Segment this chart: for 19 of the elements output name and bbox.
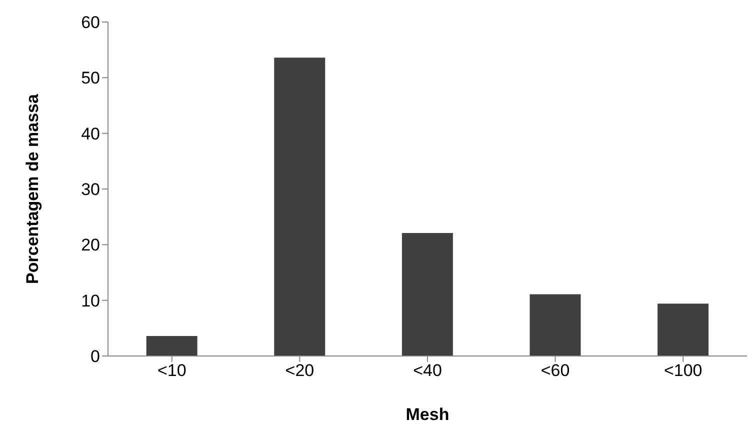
bar [274, 58, 326, 356]
y-tick-label: 60 [81, 13, 100, 32]
x-tick-label: <100 [664, 361, 702, 380]
bar [402, 232, 453, 356]
y-axis-title: Porcentagem de massa [23, 93, 42, 284]
bar [530, 294, 581, 356]
y-tick-label: 0 [90, 347, 100, 366]
x-axis-title: Mesh [406, 405, 450, 424]
x-tick-label: <20 [285, 361, 314, 380]
y-tick-label: 50 [81, 68, 100, 88]
bar [658, 304, 709, 356]
bar [146, 336, 198, 356]
y-tick-label: 20 [81, 236, 100, 255]
y-tick-label: 10 [81, 291, 100, 310]
x-tick-label: <10 [157, 361, 186, 380]
x-tick-label: <60 [540, 361, 570, 380]
y-tick-label: 40 [81, 124, 100, 144]
y-tick-label: 30 [81, 180, 100, 200]
x-tick-label: <40 [413, 361, 442, 380]
